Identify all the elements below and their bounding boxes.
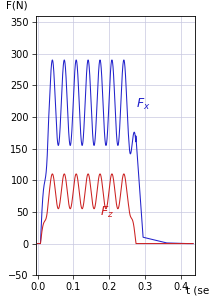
Text: $\mathit{F_x}$: $\mathit{F_x}$ xyxy=(136,97,150,112)
X-axis label: t (sec): t (sec) xyxy=(186,286,209,296)
Y-axis label: F(N): F(N) xyxy=(6,1,28,10)
Text: $\mathit{F_z}$: $\mathit{F_z}$ xyxy=(100,205,114,220)
